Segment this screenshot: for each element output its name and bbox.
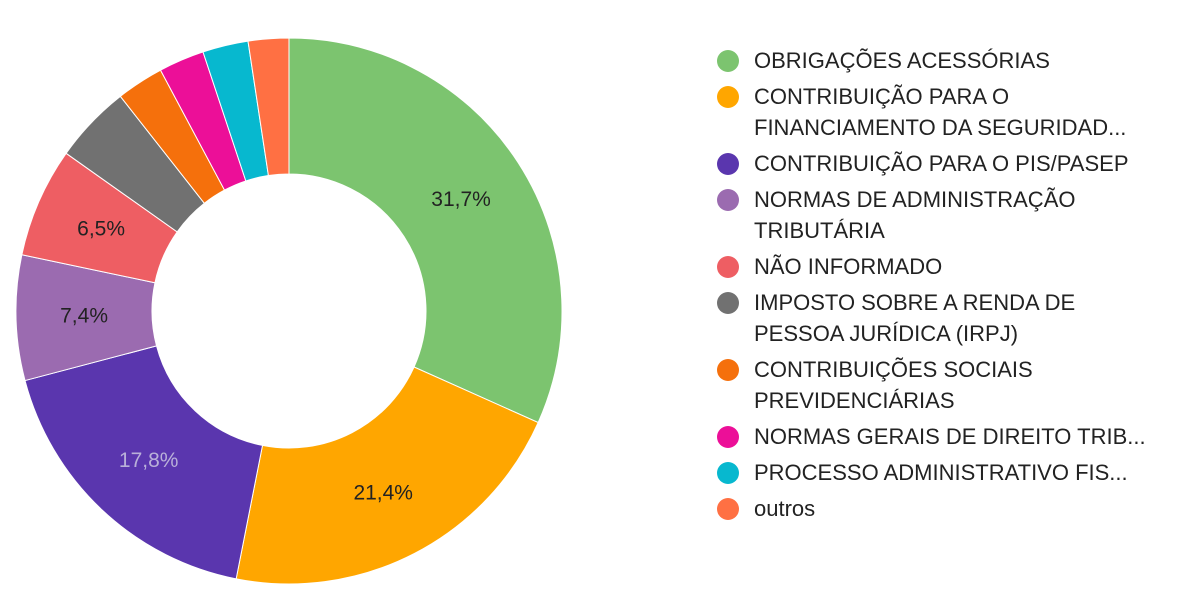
legend-swatch: [717, 292, 739, 314]
legend-item[interactable]: NÃO INFORMADO: [717, 251, 1187, 282]
legend-swatch: [717, 498, 739, 520]
legend-swatch: [717, 50, 739, 72]
slice-label-3: 7,4%: [60, 305, 108, 328]
legend-label: NORMAS GERAIS DE DIREITO TRIB...: [754, 424, 1146, 449]
legend-label: NÃO INFORMADO: [754, 254, 943, 279]
slice-label-0: 31,7%: [431, 188, 491, 211]
legend-swatch: [717, 256, 739, 278]
legend-swatch: [717, 426, 739, 448]
legend-label: CONTRIBUIÇÃO PARA O FINANCIAMENTO DA SEG…: [754, 84, 1127, 140]
legend-swatch: [717, 86, 739, 108]
legend: OBRIGAÇÕES ACESSÓRIAS CONTRIBUIÇÃO PARA O…: [717, 45, 1187, 529]
legend-item[interactable]: outros: [717, 493, 1187, 524]
legend-label: outros: [754, 496, 816, 521]
slice-2[interactable]: [24, 345, 264, 580]
slice-0[interactable]: [288, 37, 563, 424]
legend-label: CONTRIBUIÇÕES SOCIAIS PREVIDENCIÁRIAS: [754, 357, 1033, 413]
legend-item[interactable]: CONTRIBUIÇÃO PARA O PIS/PASEP: [717, 148, 1187, 179]
slice-1[interactable]: [235, 366, 539, 585]
legend-label: NORMAS DE ADMINISTRAÇÃO TRIBUTÁRIA: [754, 187, 1076, 243]
legend-label: OBRIGAÇÕES ACESSÓRIAS: [754, 48, 1050, 73]
legend-item[interactable]: OBRIGAÇÕES ACESSÓRIAS: [717, 45, 1187, 76]
slice-labels: 31,7% 21,4% 17,8% 7,4% 6,5%: [60, 188, 491, 505]
legend-label: PROCESSO ADMINISTRATIVO FIS...: [754, 460, 1128, 485]
legend-label: IMPOSTO SOBRE A RENDA DE PESSOA JURÍDICA…: [754, 290, 1076, 346]
donut-slices: [15, 37, 563, 585]
legend-item[interactable]: NORMAS DE ADMINISTRAÇÃO TRIBUTÁRIA: [717, 184, 1187, 246]
legend-item[interactable]: NORMAS GERAIS DE DIREITO TRIB...: [717, 421, 1187, 452]
slice-label-1: 21,4%: [353, 482, 413, 505]
legend-swatch: [717, 189, 739, 211]
legend-swatch: [717, 153, 739, 175]
legend-swatch: [717, 359, 739, 381]
legend-label: CONTRIBUIÇÃO PARA O PIS/PASEP: [754, 151, 1129, 176]
legend-item[interactable]: CONTRIBUIÇÕES SOCIAIS PREVIDENCIÁRIAS: [717, 354, 1187, 416]
slice-label-2: 17,8%: [119, 449, 179, 472]
slice-label-4: 6,5%: [77, 217, 125, 240]
legend-swatch: [717, 462, 739, 484]
legend-item[interactable]: PROCESSO ADMINISTRATIVO FIS...: [717, 457, 1187, 488]
legend-item[interactable]: CONTRIBUIÇÃO PARA O FINANCIAMENTO DA SEG…: [717, 81, 1187, 143]
slice-9[interactable]: [247, 37, 290, 177]
legend-item[interactable]: IMPOSTO SOBRE A RENDA DE PESSOA JURÍDICA…: [717, 287, 1187, 349]
